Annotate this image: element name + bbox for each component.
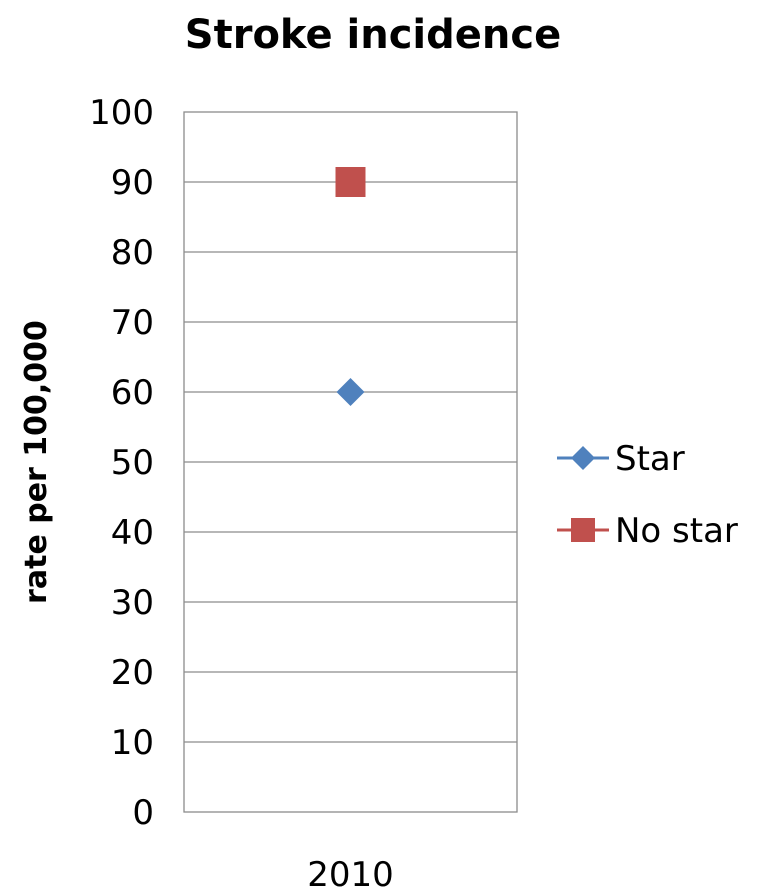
legend-label: No star [615, 511, 738, 551]
chart-title: Stroke incidence [185, 12, 561, 58]
y-tick-label: 60 [111, 373, 154, 413]
legend-label: Star [615, 439, 685, 479]
gridlines [184, 181, 517, 743]
legend-item-no-star: No star [557, 511, 738, 551]
y-tick-label: 0 [132, 793, 154, 833]
legend-item-star: Star [557, 439, 685, 479]
y-tick-label: 50 [111, 443, 154, 483]
x-axis-ticks: 2010 [307, 855, 394, 893]
y-axis-label: rate per 100,000 [19, 320, 54, 604]
y-tick-label: 40 [111, 513, 154, 553]
data-point-no-star [335, 167, 366, 197]
legend-marker-no-star [571, 518, 595, 542]
y-tick-label: 30 [111, 583, 154, 623]
data-markers [335, 167, 366, 406]
y-tick-label: 80 [111, 233, 154, 273]
y-tick-label: 20 [111, 653, 154, 693]
y-tick-label: 90 [111, 163, 154, 203]
y-axis-ticks: 0 10 20 30 40 50 60 70 80 90 100 [89, 93, 154, 833]
legend: Star No star [557, 439, 738, 551]
y-tick-label: 70 [111, 303, 154, 343]
y-tick-label: 10 [111, 723, 154, 763]
legend-marker-star [571, 446, 595, 470]
plot-area [183, 111, 518, 813]
y-tick-label: 100 [89, 93, 154, 133]
x-tick-label: 2010 [307, 855, 394, 893]
data-point-star [336, 378, 365, 406]
